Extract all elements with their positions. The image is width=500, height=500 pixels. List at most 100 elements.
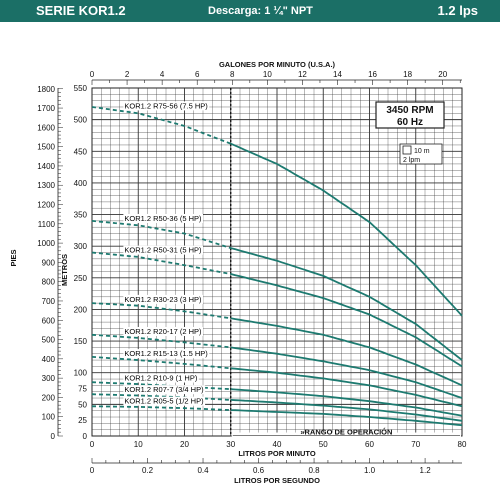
lps-axis-label: LITROS POR SEGUNDO — [234, 476, 320, 485]
bottom-tick-label: 30 — [226, 440, 235, 449]
curve-solid-5 — [230, 367, 463, 408]
curve-label-4: KOR1.2 R20-17 (2 HP) — [124, 327, 202, 336]
lps-tick-label: 1.2 — [420, 466, 432, 475]
curve-label-1: KOR1.2 R50-36 (5 HP) — [124, 214, 202, 223]
top-tick-label: 8 — [230, 70, 235, 79]
meters-tick-label: 300 — [74, 242, 88, 251]
scale-legend-y: 10 m — [414, 148, 430, 155]
meters-tick-label: 25 — [78, 416, 87, 425]
curve-label-bg — [123, 213, 203, 223]
operating-range-box — [231, 432, 461, 444]
feet-tick-label: 300 — [42, 374, 56, 383]
curve-label-bg — [123, 101, 210, 111]
series-title: SERIE KOR1.2 — [36, 3, 126, 18]
bottom-tick-label: 10 — [134, 440, 143, 449]
feet-tick-label: 1000 — [37, 239, 55, 248]
meters-tick-label: 450 — [74, 147, 88, 156]
curve-dashed-0 — [91, 106, 232, 145]
curve-solid-7 — [230, 399, 463, 422]
feet-tick-label: 1500 — [37, 143, 55, 152]
bottom-tick-label: 60 — [365, 440, 374, 449]
curve-solid-6 — [230, 388, 463, 417]
scale-legend-square — [402, 145, 412, 155]
curve-label-bg — [123, 294, 203, 304]
feet-tick-label: 1100 — [38, 220, 56, 229]
meters-tick-label: 50 — [78, 400, 87, 409]
feet-tick-label: 200 — [42, 393, 56, 402]
discharge-label: Descarga: 1 ¼" NPT — [208, 5, 313, 17]
top-tick-label: 10 — [263, 70, 272, 79]
curve-label-2: KOR1.2 R50-31 (5 HP) — [124, 246, 202, 255]
bottom-tick-label: 80 — [458, 440, 467, 449]
meters-axis-label: METROS — [60, 254, 69, 286]
feet-tick-label: 1400 — [37, 162, 55, 171]
curve-dashed-7 — [91, 393, 231, 401]
curve-solid-0 — [230, 142, 463, 317]
lps-tick-label: 1.0 — [364, 466, 376, 475]
top-tick-label: 2 — [125, 70, 130, 79]
feet-tick-label: 800 — [42, 278, 56, 287]
feet-tick-label: 1300 — [37, 181, 55, 190]
curve-label-bg — [123, 396, 206, 406]
lps-tick-label: 0.4 — [197, 466, 209, 475]
curve-solid-3 — [230, 317, 463, 387]
meters-tick-label: 400 — [74, 179, 88, 188]
flow-rating: 1.2 lps — [437, 3, 478, 18]
meters-tick-label: 75 — [78, 385, 87, 394]
feet-tick-label: 0 — [51, 432, 56, 441]
info-hz: 60 Hz — [397, 117, 423, 128]
meters-tick-label: 0 — [83, 432, 88, 441]
feet-tick-label: 500 — [42, 336, 56, 345]
curve-dashed-2 — [91, 251, 231, 275]
feet-tick-label: 400 — [42, 355, 56, 364]
curve-dashed-4 — [91, 333, 231, 349]
curve-dashed-1 — [91, 220, 232, 249]
feet-tick-label: 100 — [42, 413, 56, 422]
top-tick-label: 4 — [160, 70, 165, 79]
curve-solid-8 — [230, 409, 463, 427]
curve-dashed-5 — [91, 356, 231, 370]
lps-tick-label: 0.6 — [253, 466, 265, 475]
feet-tick-label: 1800 — [37, 85, 55, 94]
curve-dashed-8 — [92, 405, 231, 411]
curve-label-0: KOR1.2 R75-56 (7.5 HP) — [124, 101, 208, 110]
meters-tick-label: 250 — [74, 274, 88, 283]
bottom-tick-label: 40 — [273, 440, 282, 449]
curve-solid-1 — [230, 247, 463, 361]
curve-label-bg — [123, 385, 206, 395]
lps-tick-label: 0.8 — [308, 466, 320, 475]
bottom-tick-label: 0 — [90, 440, 95, 449]
curve-label-bg — [123, 349, 210, 359]
bottom-axis-label: LITROS POR MINUTO — [238, 449, 316, 458]
bottom-tick-label: 20 — [180, 440, 189, 449]
top-tick-label: 18 — [403, 70, 412, 79]
feet-tick-label: 900 — [42, 258, 56, 267]
info-box — [375, 101, 445, 129]
lps-tick-label: 0 — [90, 466, 95, 475]
feet-tick-label: 1200 — [37, 201, 55, 210]
feet-tick-label: 1700 — [37, 104, 55, 113]
bottom-tick-label: 50 — [319, 440, 328, 449]
curve-label-6: KOR1.2 R10-9 (1 HP) — [124, 374, 197, 383]
feet-axis-label: PIES — [9, 249, 18, 266]
scale-legend-x: 2 lpm — [403, 157, 420, 164]
curve-label-5: KOR1.2 R15-13 (1.5 HP) — [124, 349, 208, 358]
operating-range-label: »RANGO DE OPERACIÓN — [300, 427, 392, 436]
curve-solid-4 — [230, 346, 463, 399]
pump-curve-chart: »RANGO DE OPERACIÓN 0 2 4 6 8 10 12 14 16 18 20 GALO… — [9, 60, 467, 485]
curve-dashed-3 — [91, 302, 231, 320]
top-tick-label: 12 — [298, 70, 307, 79]
meters-tick-label: 200 — [74, 305, 88, 314]
curve-dashed-6 — [91, 381, 231, 391]
top-tick-label: 0 — [90, 70, 95, 79]
feet-tick-label: 700 — [42, 297, 56, 306]
curve-solid-2 — [230, 273, 463, 368]
curve-label-bg — [123, 245, 203, 255]
top-tick-label: 14 — [333, 70, 342, 79]
curve-label-bg — [123, 373, 199, 383]
meters-tick-label: 150 — [74, 337, 88, 346]
feet-tick-label: 600 — [42, 316, 56, 325]
feet-tick-label: 1600 — [37, 123, 55, 132]
top-tick-label: 20 — [438, 70, 447, 79]
curve-label-8: KOR1.2 R05-5 (1/2 HP) — [124, 397, 204, 406]
